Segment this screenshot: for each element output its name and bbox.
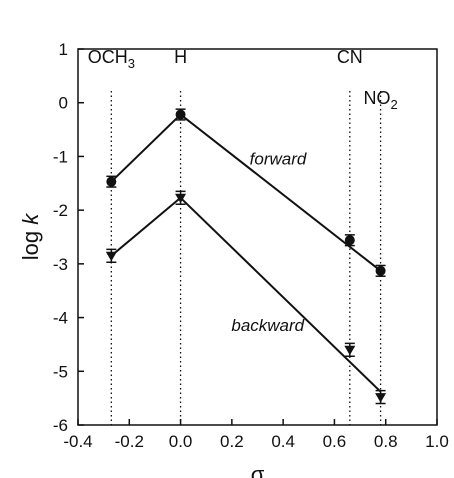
y-axis-label: log k (18, 213, 43, 260)
reference-label-base: NO (363, 88, 390, 108)
data-point-forward (344, 235, 355, 246)
reference-label: CN (337, 47, 363, 67)
data-point-backward (105, 251, 117, 262)
y-tick-label: -3 (53, 255, 68, 274)
axis-ticks: -0.4 -0.2 0.0 0.2 0.4 0.6 0.8 1.0 1 0 -1 -2 -3 -4 -5 -6 (53, 40, 449, 451)
y-tick-label: -4 (53, 309, 68, 328)
y-tick-label: -2 (53, 201, 68, 220)
data-point-forward (175, 109, 186, 120)
chart-labels: σ log k OCH3 H CN NO2 forward backward (18, 47, 398, 478)
x-tick-label: 0.2 (220, 432, 244, 451)
reference-label: OCH3 (88, 47, 135, 71)
data-markers (105, 108, 387, 405)
reference-label-base: H (174, 47, 187, 67)
reference-label: NO2 (363, 88, 397, 112)
reference-label: H (174, 47, 187, 67)
y-tick-label: -5 (53, 362, 68, 381)
data-point-forward (106, 176, 117, 187)
y-tick-label: -1 (53, 147, 68, 166)
x-tick-label: 0.8 (374, 432, 398, 451)
y-tick-label: 1 (59, 40, 68, 59)
x-tick-label: 0.6 (323, 432, 347, 451)
reference-label-base: OCH (88, 47, 128, 67)
fit-line-forward (110, 113, 182, 183)
x-tick-label: -0.4 (63, 432, 92, 451)
x-tick-label: 0.0 (169, 432, 193, 451)
reference-label-sub: 3 (128, 56, 135, 71)
x-tick-label: 1.0 (425, 432, 449, 451)
data-point-backward (375, 393, 387, 403)
data-point-backward (344, 345, 356, 356)
fit-line-forward (179, 113, 382, 272)
series-label-backward: backward (231, 316, 304, 335)
data-point-backward (175, 193, 187, 204)
plot-frame (77, 48, 438, 426)
plot-frame-rect (77, 48, 438, 426)
y-axis-label-italic: k (18, 213, 43, 225)
fit-line-backward (179, 197, 382, 393)
y-tick-label: 0 (59, 94, 68, 113)
fit-lines (110, 113, 382, 393)
x-tick-label: -0.2 (115, 432, 144, 451)
data-point-forward (375, 265, 386, 276)
reference-label-base: CN (337, 47, 363, 67)
reference-label-sub: 2 (390, 97, 397, 112)
y-axis-label-main: log (18, 225, 43, 260)
fit-line-backward (110, 197, 182, 257)
series-label-forward: forward (250, 149, 307, 168)
reference-lines (110, 91, 382, 425)
y-tick-label: -6 (53, 416, 68, 435)
x-tick-label: 0.4 (271, 432, 295, 451)
x-axis-label: σ (251, 462, 265, 478)
